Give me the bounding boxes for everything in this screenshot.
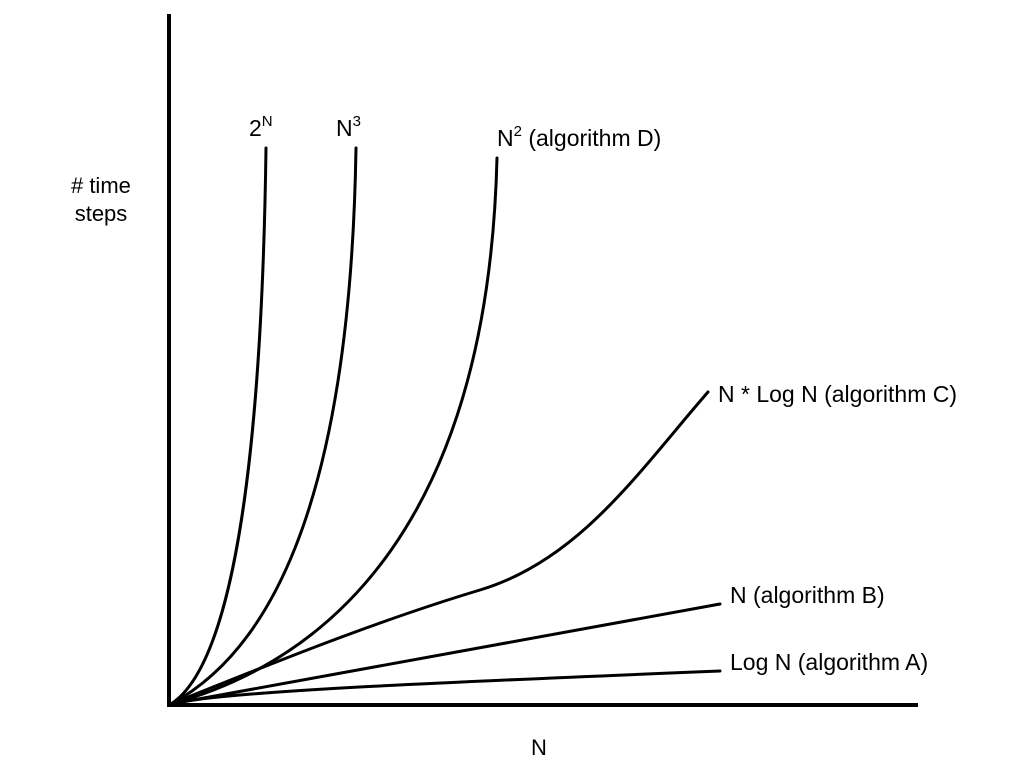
- series-label-superscript: 3: [353, 113, 361, 130]
- series-label-4: N * Log N (algorithm C): [718, 381, 957, 407]
- y-axis-label: # time steps: [71, 173, 137, 226]
- series-line-2: [169, 146, 358, 706]
- series-line-3: [169, 156, 499, 706]
- series-label-6: Log N (algorithm A): [730, 649, 928, 675]
- y-axis-label-line-2: steps: [75, 201, 128, 226]
- series-label-tail: (algorithm D): [522, 125, 661, 151]
- series-label-superscript: N: [262, 113, 273, 130]
- series-label-base: N (algorithm B): [730, 582, 885, 608]
- series-line-6: [169, 669, 722, 706]
- series-line-5: [169, 602, 722, 706]
- series-label-1: 2N: [249, 113, 273, 141]
- series-label-base: N: [497, 125, 514, 151]
- series-label-2: N3: [336, 113, 361, 141]
- series-label-5: N (algorithm B): [730, 582, 885, 608]
- series-label-base: N: [336, 115, 353, 141]
- series-group: [169, 146, 722, 706]
- series-label-base: Log N (algorithm A): [730, 649, 928, 675]
- axes: [167, 14, 918, 707]
- series-line-1: [169, 146, 268, 706]
- series-label-base: 2: [249, 115, 262, 141]
- x-axis-label: N: [531, 735, 547, 760]
- series-label-base: N * Log N (algorithm C): [718, 381, 957, 407]
- series-label-superscript: 2: [514, 123, 522, 140]
- series-label-3: N2 (algorithm D): [497, 123, 661, 151]
- y-axis-label-line-1: # time: [71, 173, 131, 198]
- series-line-4: [169, 390, 710, 706]
